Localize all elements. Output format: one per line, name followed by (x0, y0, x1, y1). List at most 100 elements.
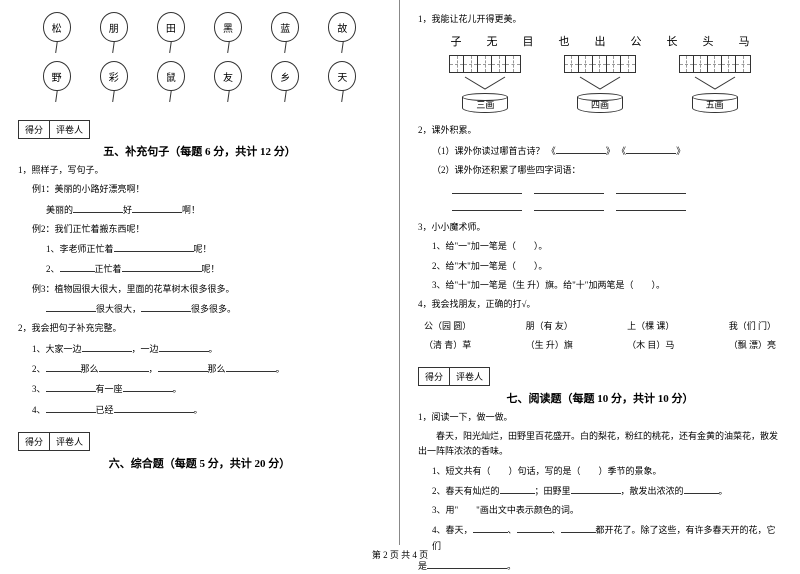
q5-2-l3: 3、 有一座 。 (32, 381, 381, 397)
grid-box[interactable] (564, 55, 636, 73)
balloon-char: 天 (328, 61, 356, 91)
page-footer: 第 2 页 共 4 页 (0, 548, 800, 561)
text: 。 (719, 486, 728, 496)
blank[interactable] (122, 261, 202, 272)
blank[interactable] (571, 483, 621, 494)
blank[interactable] (60, 261, 95, 272)
text: 美丽的 (46, 205, 73, 215)
balloon-row-2: 野彩鼠友乡天 (28, 61, 371, 102)
blank[interactable] (73, 202, 123, 213)
sort-group: 三画 (449, 55, 521, 113)
blank[interactable] (626, 143, 676, 154)
sort-char: 头 (703, 33, 714, 49)
q7-1-stem: 1，阅读一下，做一做。 (418, 410, 782, 425)
balloon-row-1: 松朋田黑蓝故 (28, 12, 371, 53)
blank[interactable] (684, 483, 719, 494)
text: 1、大家一边 (32, 344, 82, 354)
text: 。 (173, 384, 182, 394)
text: 。 (276, 364, 285, 374)
sort-char: 无 (487, 33, 498, 49)
text: 。 (209, 344, 218, 354)
blank[interactable] (534, 184, 604, 194)
blank[interactable] (452, 184, 522, 194)
blank[interactable] (46, 402, 96, 413)
q7-1-q2: 2、春天有灿烂的；田野里，散发出浓浓的。 (432, 483, 782, 499)
blank[interactable] (226, 361, 276, 372)
balloon-tail (341, 41, 344, 53)
choice-item[interactable]: （木 目）马 (627, 338, 674, 351)
text: 是 (418, 561, 427, 571)
sort-char: 子 (451, 33, 462, 49)
blank[interactable] (452, 201, 522, 211)
text: 那么 (81, 364, 99, 374)
text: 4、 (32, 405, 46, 415)
grid-box[interactable] (449, 55, 521, 73)
blank[interactable] (123, 381, 173, 392)
score-label: 得分 (19, 433, 50, 450)
sort-group: 四画 (564, 55, 636, 113)
choice-item[interactable]: （飘 漂）亮 (729, 338, 776, 351)
balloon-char: 野 (43, 61, 71, 91)
balloon: 野 (43, 61, 71, 102)
blank[interactable] (46, 361, 81, 372)
blank[interactable] (46, 301, 96, 312)
text: 2、 (46, 264, 60, 274)
blank[interactable] (114, 241, 194, 252)
grid-box[interactable] (679, 55, 751, 73)
choice-item[interactable]: 公（园 圆） (424, 319, 471, 332)
q5-2-stem: 2，我会把句子补充完整。 (18, 321, 381, 336)
choice-item[interactable]: 朋（有 友） (526, 319, 573, 332)
blank[interactable] (556, 143, 606, 154)
text: 。 (507, 561, 516, 571)
sort-group: 五画 (679, 55, 751, 113)
text: 4、春天， (432, 525, 473, 535)
blank[interactable] (158, 361, 208, 372)
blank[interactable] (517, 522, 552, 533)
balloon-char: 故 (328, 12, 356, 42)
balloon-tail (341, 90, 344, 102)
blank[interactable] (616, 184, 686, 194)
blank[interactable] (534, 201, 604, 211)
q5-2-l1: 1、大家一边，一边。 (32, 341, 381, 357)
blank[interactable] (99, 361, 149, 372)
blank[interactable] (500, 483, 535, 494)
choice-item[interactable]: 上（棵 课） (627, 319, 674, 332)
sort-char: 公 (631, 33, 642, 49)
text: 、 (508, 525, 517, 535)
balloon-char: 田 (157, 12, 185, 42)
blank[interactable] (46, 381, 96, 392)
blank[interactable] (114, 402, 194, 413)
choice-item[interactable]: （生 升）旗 (526, 338, 573, 351)
blank[interactable] (82, 341, 132, 352)
blank[interactable] (473, 522, 508, 533)
sort-char: 长 (667, 33, 678, 49)
q5-1-stem: 1，照样子，写句子。 (18, 163, 381, 178)
q6-3-stem: 3，小小魔术师。 (418, 220, 782, 235)
reviewer-label: 评卷人 (50, 121, 89, 138)
balloon-tail (112, 90, 115, 102)
sort-char: 也 (559, 33, 570, 49)
blank[interactable] (159, 341, 209, 352)
choice-item[interactable]: 我（们 门） (729, 319, 776, 332)
blank[interactable] (561, 522, 596, 533)
q6-3-l1: 1、给"一"加一笔是（ ）。 (432, 239, 782, 254)
balloon-tail (112, 41, 115, 53)
balloon-char: 鼠 (157, 61, 185, 91)
blank[interactable] (141, 301, 191, 312)
choice-item[interactable]: （清 青）草 (424, 338, 471, 351)
q5-1-line2b: 2、正忙着呢！ (46, 261, 381, 277)
blank[interactable] (616, 201, 686, 211)
balloon: 朋 (100, 12, 128, 53)
text: 有一座 (96, 384, 123, 394)
blank[interactable] (132, 202, 182, 213)
text: 3、 (32, 384, 46, 394)
q6-3-l3: 3、给"十"加一笔是（生 升）旗。给"十"加两笔是（ ）。 (432, 278, 782, 293)
text: 很多很多。 (191, 304, 236, 314)
text: 正忙着 (95, 264, 122, 274)
cylinder: 四画 (577, 93, 623, 113)
balloon: 黑 (214, 12, 242, 53)
score-label: 得分 (419, 368, 450, 385)
balloon: 田 (157, 12, 185, 53)
balloon-tail (55, 41, 58, 53)
balloon-char: 乡 (271, 61, 299, 91)
